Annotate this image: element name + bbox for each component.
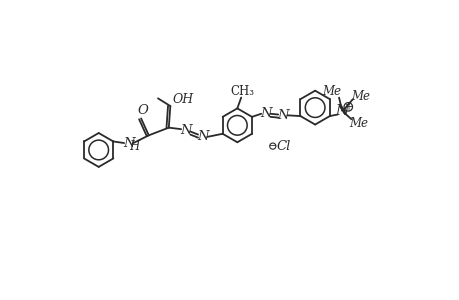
Text: N: N (335, 104, 348, 118)
Text: N: N (196, 130, 208, 143)
Text: Cl: Cl (276, 140, 290, 153)
Text: N: N (123, 136, 134, 149)
Text: N: N (276, 109, 288, 122)
Text: H: H (129, 140, 139, 153)
Text: Me: Me (350, 90, 369, 103)
Text: −: − (268, 141, 276, 151)
Text: N: N (179, 124, 191, 137)
Text: CH₃: CH₃ (230, 85, 254, 98)
Text: Me: Me (321, 85, 340, 98)
Text: N: N (259, 107, 271, 120)
Text: +: + (343, 102, 352, 112)
Text: O: O (137, 104, 148, 117)
Text: Me: Me (349, 117, 368, 130)
Text: OH: OH (172, 93, 193, 106)
